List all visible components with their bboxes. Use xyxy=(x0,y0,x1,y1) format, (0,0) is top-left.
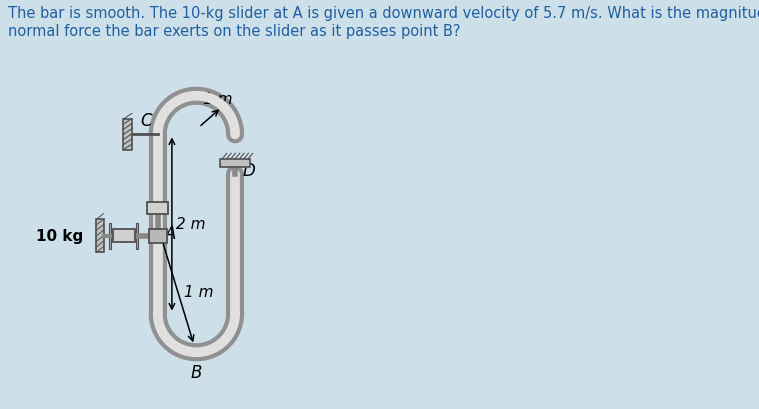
Text: 1 m: 1 m xyxy=(184,284,214,299)
Text: B: B xyxy=(191,363,202,381)
Text: A: A xyxy=(165,225,176,243)
Text: C: C xyxy=(140,112,152,129)
Bar xyxy=(123,120,132,151)
Text: The bar is smooth. The 10-kg slider at A is given a downward velocity of 5.7 m/s: The bar is smooth. The 10-kg slider at A… xyxy=(8,6,759,38)
Text: 10 kg: 10 kg xyxy=(36,229,83,244)
Text: 2 m: 2 m xyxy=(175,217,205,232)
Bar xyxy=(109,223,112,249)
Bar xyxy=(220,160,250,168)
Bar xyxy=(149,229,167,243)
Bar xyxy=(113,229,134,243)
Bar xyxy=(147,202,168,214)
Bar xyxy=(96,220,103,253)
Bar xyxy=(136,223,138,249)
Text: D: D xyxy=(242,162,255,179)
Text: 1 m: 1 m xyxy=(203,92,233,107)
